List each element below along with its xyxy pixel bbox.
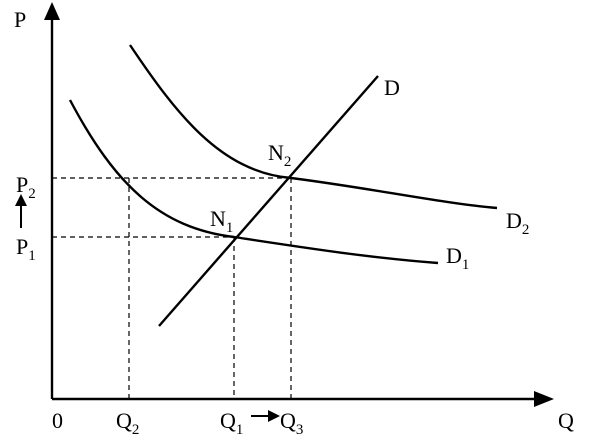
supply-curve-label: D [384, 75, 400, 100]
quantity-q1-label: Q1 [220, 408, 243, 438]
demand-curve-2 [129, 44, 498, 210]
demand-curve-1 [68, 99, 439, 265]
price-p2-label: P2 [16, 172, 36, 202]
x-axis-label: Q [558, 408, 574, 433]
supply-curve [158, 75, 379, 327]
y-axis-arrowhead [44, 2, 60, 20]
quantity-q2-label: Q2 [116, 408, 139, 438]
origin-label: 0 [52, 408, 63, 433]
quantity-q3-label: Q3 [280, 408, 303, 438]
price-p1-label: P1 [16, 234, 36, 264]
quantity-increase-arrowhead [268, 410, 280, 422]
x-axis-arrowhead [534, 391, 554, 407]
demand-curve-2-label: D2 [506, 208, 529, 238]
price-increase-arrowhead [15, 194, 27, 206]
demand-curve-1-label: D1 [446, 243, 469, 273]
y-axis-label: P [14, 7, 26, 32]
equilibrium-n1-label: N1 [210, 206, 233, 236]
equilibrium-n2-label: N2 [268, 140, 291, 170]
